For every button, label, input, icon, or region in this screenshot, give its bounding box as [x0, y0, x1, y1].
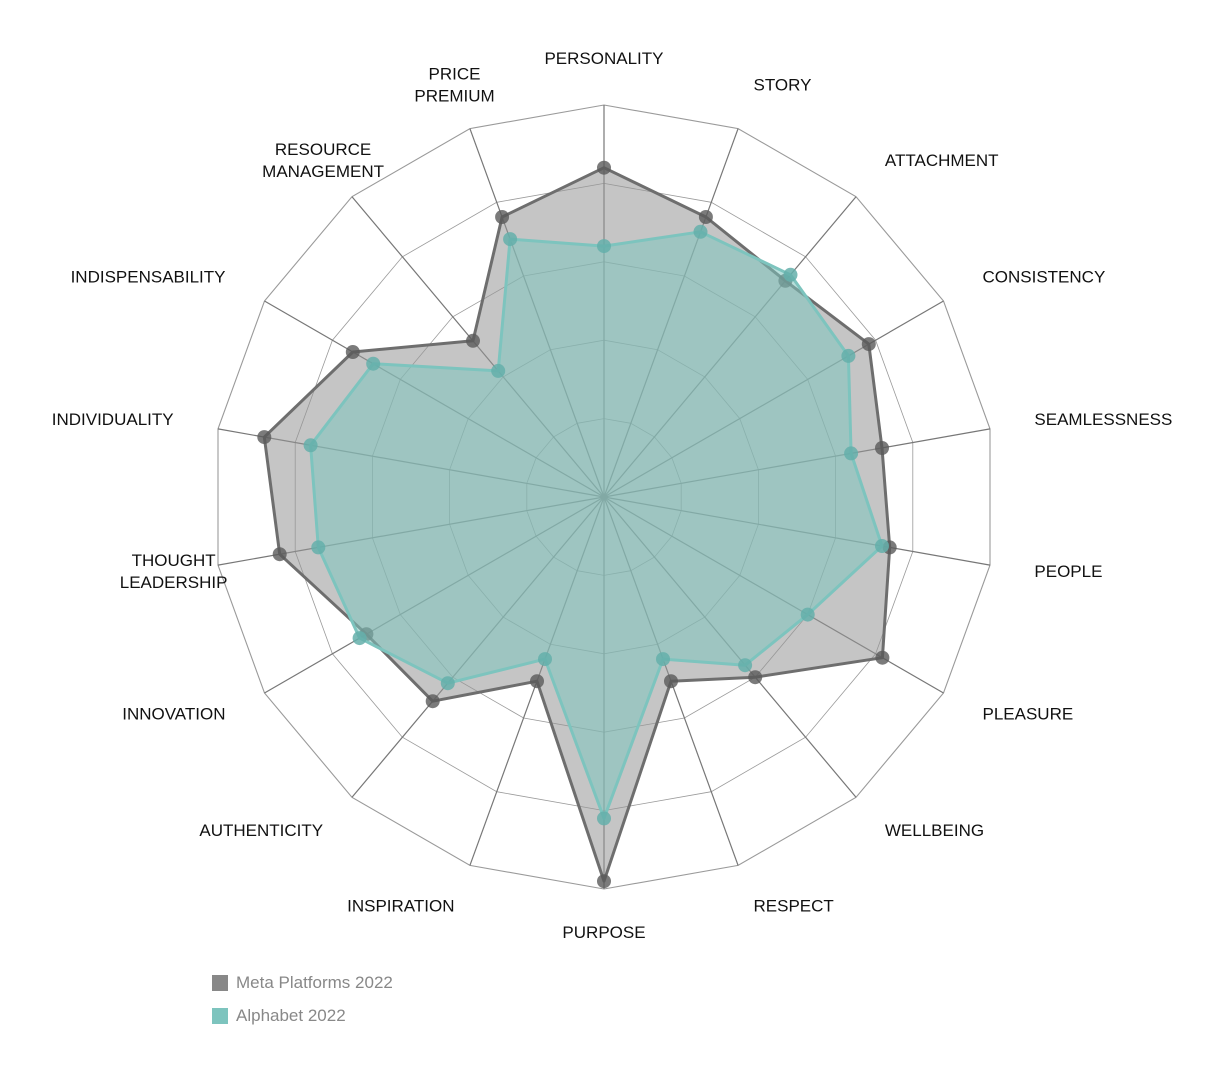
axis-label-resource-management: RESOURCE MANAGEMENT	[262, 141, 384, 182]
data-point-alphabet-13	[352, 631, 367, 646]
legend: Meta Platforms 2022 Alphabet 2022	[212, 966, 393, 1032]
data-point-alphabet-18	[503, 232, 518, 247]
axis-label-authenticity: AUTHENTICITY	[199, 821, 323, 840]
data-point-meta-16	[345, 345, 360, 359]
axis-label-thought-leadership: THOUGHT LEADERSHIP	[120, 551, 228, 592]
data-point-alphabet-12	[440, 676, 455, 691]
axis-labels: PERSONALITY STORY ATTACHMENT CONSISTENCY SEA…	[52, 49, 1173, 942]
radar-series	[257, 160, 897, 889]
data-point-alphabet-17	[491, 363, 506, 378]
data-point-alphabet-2	[693, 224, 708, 239]
data-point-meta-5	[875, 441, 889, 455]
axis-label-consistency: CONSISTENCY	[983, 268, 1106, 287]
axis-label-attachment: ATTACHMENT	[885, 152, 999, 171]
axis-label-individuality: INDIVIDUALITY	[52, 411, 174, 430]
data-point-alphabet-6	[875, 539, 889, 553]
axis-label-inspiration: INSPIRATION	[347, 897, 454, 916]
axis-label-pleasure: PLEASURE	[983, 705, 1074, 724]
data-point-alphabet-10	[597, 811, 611, 826]
data-point-meta-8	[748, 670, 763, 685]
legend-swatch-meta	[212, 974, 228, 991]
data-point-alphabet-14	[311, 540, 326, 555]
data-point-meta-15	[257, 430, 272, 445]
axis-label-story: STORY	[754, 76, 812, 95]
legend-swatch-alphabet	[212, 1007, 228, 1024]
legend-item-alphabet: Alphabet 2022	[212, 999, 393, 1032]
data-point-meta-12	[425, 694, 440, 709]
data-point-alphabet-5	[844, 446, 859, 461]
axis-label-respect: RESPECT	[754, 897, 834, 916]
data-point-alphabet-9	[656, 652, 670, 667]
data-point-alphabet-8	[738, 658, 753, 673]
data-point-meta-9	[664, 674, 678, 689]
data-point-meta-10	[597, 874, 611, 889]
axis-label-people: PEOPLE	[1034, 562, 1102, 581]
data-point-alphabet-3	[783, 267, 798, 282]
axis-label-seamlessness: SEAMLESSNESS	[1034, 411, 1172, 430]
axis-label-innovation: INNOVATION	[122, 705, 225, 724]
data-point-alphabet-7	[800, 607, 815, 622]
data-point-meta-17	[466, 333, 480, 348]
axis-label-personality: PERSONALITY	[544, 49, 663, 68]
legend-label-alphabet: Alphabet 2022	[236, 1005, 346, 1025]
data-point-alphabet-16	[366, 356, 381, 371]
data-point-meta-2	[698, 210, 713, 224]
data-point-meta-14	[272, 547, 287, 562]
axis-label-wellbeing: WELLBEING	[885, 821, 984, 840]
data-point-meta-1	[597, 160, 611, 175]
legend-label-meta: Meta Platforms 2022	[236, 972, 393, 992]
axis-label-purpose: PURPOSE	[562, 923, 645, 942]
legend-item-meta: Meta Platforms 2022	[212, 966, 393, 999]
axis-label-price-premium: PRICE PREMIUM	[414, 65, 494, 106]
data-point-meta-11	[530, 674, 544, 689]
data-point-meta-18	[495, 210, 510, 224]
data-point-alphabet-15	[303, 438, 318, 453]
data-point-alphabet-4	[841, 348, 856, 363]
axis-label-indispensability: INDISPENSABILITY	[71, 268, 226, 287]
data-point-alphabet-1	[597, 239, 611, 254]
data-point-meta-7	[875, 650, 890, 665]
data-point-alphabet-11	[538, 652, 552, 667]
data-point-meta-4	[861, 337, 876, 352]
